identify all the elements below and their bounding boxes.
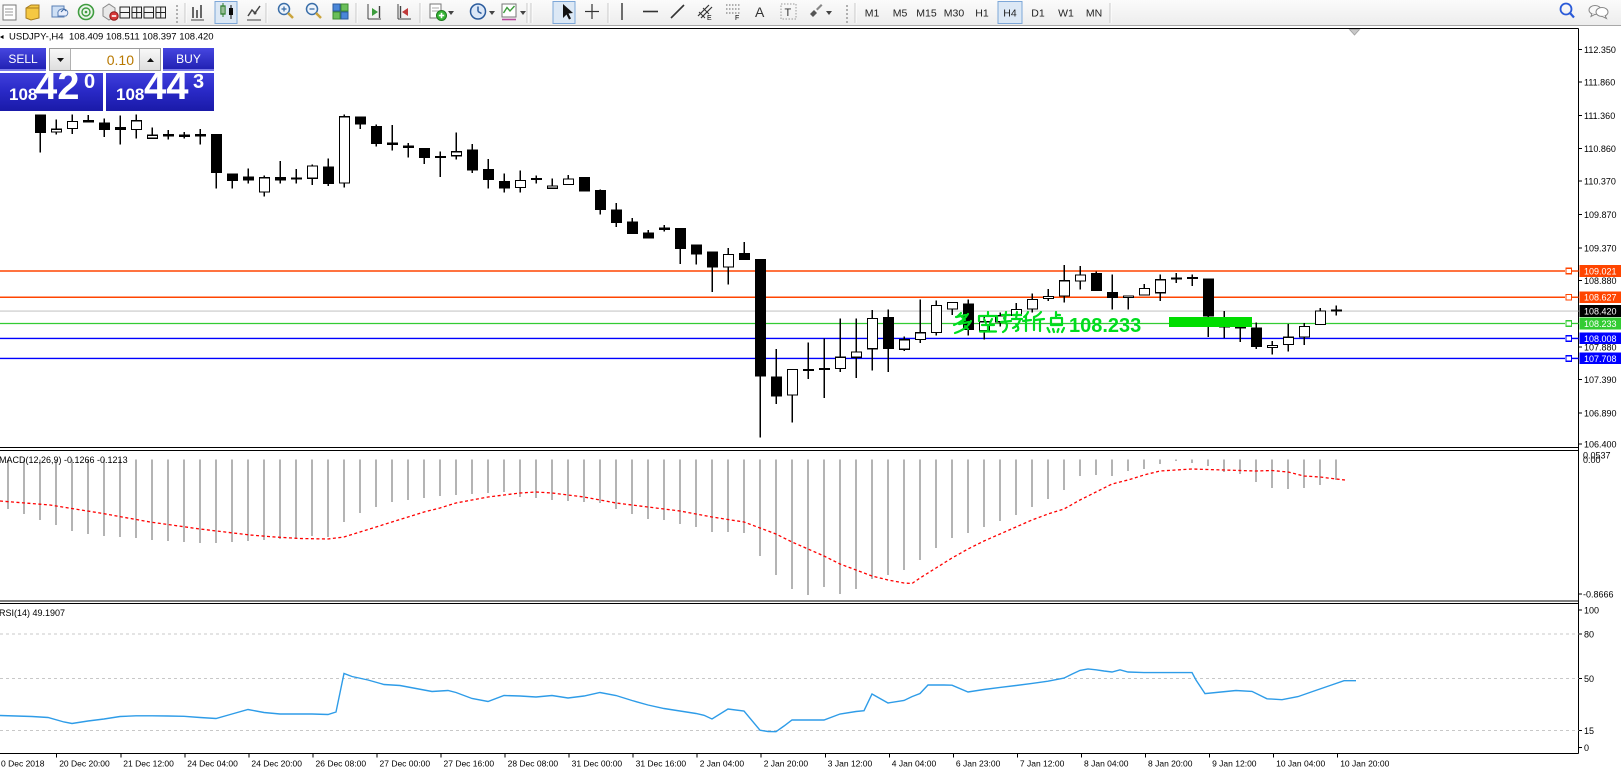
svg-text:108.409 108.511 108.397 108.42: 108.409 108.511 108.397 108.420 — [69, 32, 214, 43]
svg-text:15: 15 — [1584, 726, 1594, 736]
svg-text:27 Dec 00:00: 27 Dec 00:00 — [380, 759, 431, 769]
svg-text:RSI(14) 49.1907: RSI(14) 49.1907 — [0, 608, 65, 618]
svg-text:-0.8666: -0.8666 — [1583, 590, 1614, 600]
svg-text:108.627: 108.627 — [1584, 293, 1617, 303]
svg-text:80: 80 — [1584, 630, 1594, 640]
svg-text:109.021: 109.021 — [1584, 267, 1617, 277]
svg-text:4 Jan 04:00: 4 Jan 04:00 — [892, 759, 937, 769]
svg-text:107.708: 107.708 — [1584, 354, 1617, 364]
svg-text:108.233: 108.233 — [1584, 319, 1617, 329]
svg-text:24 Dec 20:00: 24 Dec 20:00 — [251, 759, 302, 769]
svg-text:20 Dec 20:00: 20 Dec 20:00 — [59, 759, 110, 769]
svg-text:108.880: 108.880 — [1584, 276, 1617, 286]
svg-text:111.860: 111.860 — [1584, 78, 1615, 88]
svg-text:106.400: 106.400 — [1584, 440, 1617, 450]
svg-text:109.870: 109.870 — [1584, 210, 1617, 220]
svg-text:31 Dec 00:00: 31 Dec 00:00 — [572, 759, 623, 769]
svg-text:A: A — [755, 4, 765, 20]
svg-text:111.360: 111.360 — [1584, 111, 1615, 121]
svg-text:10 Jan 20:00: 10 Jan 20:00 — [1340, 759, 1389, 769]
svg-text:7 Jan 12:00: 7 Jan 12:00 — [1020, 759, 1065, 769]
svg-text:106.890: 106.890 — [1584, 408, 1617, 418]
svg-text:H4: H4 — [1003, 8, 1017, 20]
svg-text:21 Dec 12:00: 21 Dec 12:00 — [123, 759, 174, 769]
svg-text:24 Dec 04:00: 24 Dec 04:00 — [187, 759, 238, 769]
svg-text:0 Dec 2018: 0 Dec 2018 — [1, 759, 45, 769]
svg-text:50: 50 — [1584, 674, 1594, 684]
svg-text:MN: MN — [1086, 8, 1102, 20]
svg-text:T: T — [785, 7, 792, 19]
svg-text:M15: M15 — [916, 8, 937, 20]
svg-text:0: 0 — [1584, 743, 1589, 753]
svg-text:108.420: 108.420 — [1584, 307, 1617, 317]
svg-text:M5: M5 — [893, 8, 908, 20]
svg-text:3 Jan 12:00: 3 Jan 12:00 — [828, 759, 873, 769]
svg-text:MACD(12,26,9) -0.1266 -0.1213: MACD(12,26,9) -0.1266 -0.1213 — [0, 455, 128, 465]
svg-text:8 Jan 20:00: 8 Jan 20:00 — [1148, 759, 1193, 769]
svg-text:M30: M30 — [944, 8, 965, 20]
svg-text:28 Dec 08:00: 28 Dec 08:00 — [508, 759, 559, 769]
svg-text:E: E — [707, 15, 712, 22]
svg-text:F: F — [735, 15, 739, 22]
svg-text:100: 100 — [1584, 606, 1599, 616]
svg-text:M1: M1 — [865, 8, 880, 20]
svg-text:9 Jan 12:00: 9 Jan 12:00 — [1212, 759, 1257, 769]
svg-text:107.390: 107.390 — [1584, 375, 1617, 385]
svg-text:8 Jan 04:00: 8 Jan 04:00 — [1084, 759, 1129, 769]
svg-text:D1: D1 — [1031, 8, 1045, 20]
svg-text:112.350: 112.350 — [1584, 45, 1616, 55]
svg-text:2 Jan 20:00: 2 Jan 20:00 — [764, 759, 809, 769]
svg-text:0.00: 0.00 — [1583, 455, 1601, 465]
svg-text:27 Dec 16:00: 27 Dec 16:00 — [444, 759, 495, 769]
svg-text:109.370: 109.370 — [1584, 243, 1617, 253]
svg-text:108.233: 108.233 — [1069, 315, 1141, 337]
svg-text:107.880: 107.880 — [1584, 342, 1617, 352]
svg-text:31 Dec 16:00: 31 Dec 16:00 — [636, 759, 687, 769]
svg-text:6 Jan 23:00: 6 Jan 23:00 — [956, 759, 1001, 769]
svg-text:USDJPY-,H4: USDJPY-,H4 — [9, 32, 64, 43]
svg-text:0.0537: 0.0537 — [1583, 451, 1611, 461]
svg-text:H1: H1 — [975, 8, 989, 20]
svg-text:10 Jan 04:00: 10 Jan 04:00 — [1276, 759, 1325, 769]
svg-text:110.860: 110.860 — [1584, 144, 1616, 154]
svg-text:26 Dec 08:00: 26 Dec 08:00 — [316, 759, 367, 769]
svg-text:W1: W1 — [1058, 8, 1074, 20]
svg-text:2 Jan 04:00: 2 Jan 04:00 — [700, 759, 745, 769]
svg-text:108.008: 108.008 — [1584, 334, 1617, 344]
svg-text:110.370: 110.370 — [1584, 177, 1616, 187]
